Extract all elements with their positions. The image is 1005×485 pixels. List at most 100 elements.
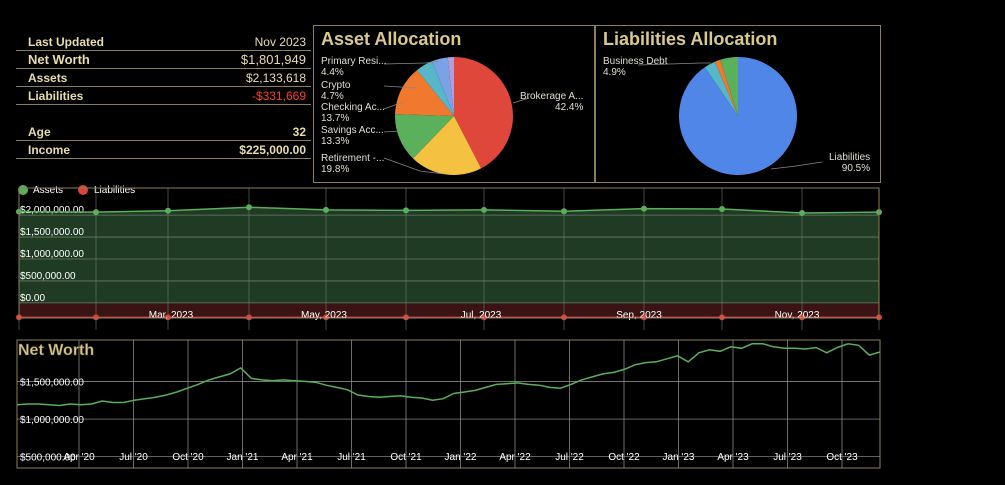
pie-leader-line: [770, 161, 823, 170]
assets-value: $2,133,618: [245, 70, 306, 85]
x-tick-label: Jan '21: [227, 452, 259, 463]
liabilities-allocation-pie: [637, 57, 823, 175]
y-tick-label: $500,000.00: [20, 271, 76, 282]
assets-point: [165, 207, 171, 214]
y-tick-label: $0.00: [20, 293, 45, 304]
liabilities-point: [93, 314, 99, 321]
x-tick-label: Sep, 2023: [616, 310, 662, 321]
x-tick-label: Apr '23: [717, 452, 749, 463]
assets-point: [641, 205, 647, 212]
pie-label-liabilities: Liabilities 90.5%: [829, 152, 871, 174]
liabilities-point: [323, 314, 329, 321]
income-value: $225,000.00: [239, 142, 306, 157]
pie-label-brokerage: Brokerage A... 42.4%: [520, 91, 584, 113]
x-tick-label: Apr '20: [63, 452, 95, 463]
net-worth-chart-title: Net Worth: [18, 342, 94, 359]
pie-slice: [447, 57, 454, 116]
pie-leader-line: [512, 97, 530, 104]
pie-label-checking: Checking Ac... 13.7%: [321, 102, 385, 124]
pie-leader-line: [383, 130, 401, 133]
y-tick-label: $1,500,000.00: [20, 377, 84, 388]
assets-area: [19, 207, 879, 303]
x-tick-label: Oct '21: [390, 452, 422, 463]
x-tick-label: Jul '20: [119, 452, 148, 463]
assets-point: [403, 207, 409, 214]
x-tick-label: Apr '22: [499, 452, 531, 463]
assets-label: Assets: [28, 70, 68, 85]
assets-point: [246, 204, 252, 211]
pie-leader-line: [383, 101, 404, 110]
net-worth-line: [16, 343, 881, 407]
x-tick-label: Oct '23: [826, 452, 858, 463]
liabilities-point: [165, 314, 171, 321]
x-tick-label: Oct '22: [608, 452, 640, 463]
assets-point: [719, 206, 725, 213]
pie-slice: [413, 116, 482, 175]
liabilities-value: -$331,669: [251, 88, 306, 103]
x-tick-label: Apr '21: [281, 452, 313, 463]
age-value: 32: [292, 124, 306, 139]
legend-assets-label: Assets: [33, 185, 63, 196]
pie-slice: [395, 114, 454, 159]
liabilities-point: [641, 314, 647, 321]
y-tick-label: $1,000,000.00: [20, 249, 84, 260]
y-tick-label: $2,000,000.00: [20, 205, 84, 216]
assets-point: [93, 209, 99, 216]
asset-allocation-pie: [383, 57, 530, 175]
liabilities-point: [561, 314, 567, 321]
liabilities-allocation-panel: Liabilities Allocation Business Debt 4.9%…: [595, 25, 881, 183]
assets-liabilities-chart: Assets Liabilities $2,000,000.00 $1,500,0…: [16, 185, 882, 330]
net-worth-row: Net Worth $1,801,949: [16, 51, 311, 69]
assets-line: [18, 206, 880, 214]
liabilities-row: Liabilities -$331,669: [16, 87, 311, 105]
liabilities-area: [19, 302, 879, 318]
legend-liabilities-label: Liabilities: [94, 185, 135, 196]
liabilities-point: [246, 314, 252, 321]
liabilities-point: [403, 314, 409, 321]
y-tick-label: $500,000.00: [20, 453, 76, 464]
pie-label-savings: Savings Acc... 13.3%: [321, 125, 384, 147]
x-tick-label: Oct '20: [172, 452, 204, 463]
y-tick-label: $1,000,000.00: [20, 415, 84, 426]
pie-leader-line: [383, 157, 445, 175]
pie-leader-line: [637, 62, 711, 66]
last-updated-label: Last Updated: [28, 34, 105, 49]
pie-slice: [704, 61, 738, 116]
assets-point: [481, 206, 487, 213]
y-tick-label: $1,500,000.00: [20, 227, 84, 238]
x-tick-label: Nov, 2023: [775, 310, 820, 321]
net-worth-value: $1,801,949: [240, 52, 306, 67]
pie-slice: [720, 57, 738, 116]
pie-slice: [395, 70, 454, 116]
assets-point: [561, 208, 567, 215]
asset-allocation-panel: Asset Allocation Primary Resi... 4.4% Cry…: [313, 25, 595, 183]
liabilities-point: [799, 314, 805, 321]
age-row: Age 32: [16, 123, 311, 141]
income-row: Income $225,000.00: [16, 141, 311, 159]
x-tick-label: May, 2023: [301, 310, 347, 321]
x-tick-label: Jan '22: [445, 452, 477, 463]
pie-slice: [714, 59, 738, 116]
x-tick-label: Jul '22: [555, 452, 584, 463]
liabilities-label: Liabilities: [28, 88, 84, 103]
x-tick-label: Jan '23: [663, 452, 695, 463]
x-tick-label: Mar, 2023: [149, 310, 194, 321]
assets-row: Assets $2,133,618: [16, 69, 311, 87]
last-updated-row: Last Updated Nov 2023: [16, 33, 311, 51]
liabilities-point: [719, 314, 725, 321]
income-label: Income: [28, 142, 71, 157]
x-tick-label: Jul, 2023: [461, 310, 502, 321]
x-tick-label: Jul '21: [337, 452, 366, 463]
chart-legend: Assets Liabilities: [18, 185, 135, 196]
pie-label-retirement: Retirement -... 19.8%: [321, 153, 385, 175]
net-worth-label: Net Worth: [28, 52, 90, 67]
asset-allocation-title: Asset Allocation: [321, 29, 462, 49]
pie-label-business-debt: Business Debt 4.9%: [603, 56, 668, 78]
age-label: Age: [28, 124, 51, 139]
assets-point: [323, 206, 329, 213]
pie-label-crypto: Crypto 4.7%: [321, 80, 351, 102]
pie-leader-line: [383, 85, 417, 89]
pie-slice: [431, 57, 454, 116]
legend-liabilities-dot: [78, 185, 88, 195]
last-updated-value: Nov 2023: [254, 34, 306, 49]
